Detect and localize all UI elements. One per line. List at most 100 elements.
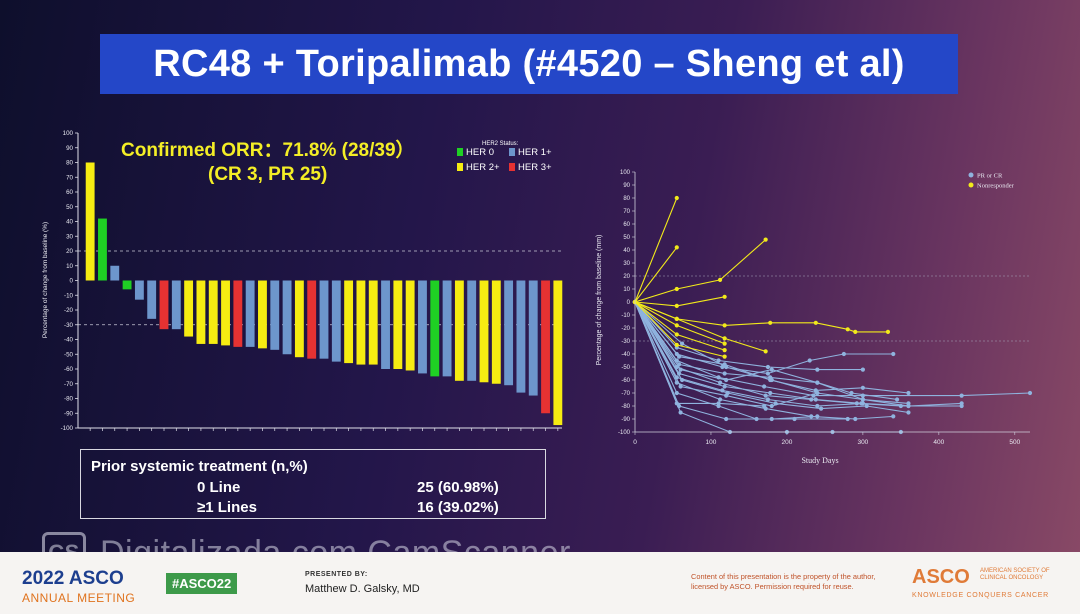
responder-data-point (894, 397, 900, 402)
waterfall-bar (442, 280, 452, 377)
spider-ytick-label: -40 (621, 352, 630, 358)
waterfall-bar (171, 280, 181, 330)
responder-patient-line (634, 301, 848, 420)
waterfall-ylabel: Percentage of change from baseline (%) (42, 222, 49, 338)
waterfall-ytick-label: -40 (64, 337, 74, 344)
her2-legend-title: HER2 Status: (482, 141, 519, 147)
responder-data-point (959, 393, 964, 398)
responder-data-point (765, 371, 771, 376)
slide-title: RC48 + Toripalimab (#4520 – Sheng et al) (100, 34, 958, 94)
responder-data-point (815, 380, 820, 385)
spider-ytick-label: -10 (621, 313, 630, 319)
waterfall-bar (331, 280, 341, 362)
waterfall-ytick-label: -60 (64, 366, 74, 373)
waterfall-ytick-label: 80 (66, 160, 73, 167)
spider-ytick-label: -70 (621, 391, 630, 397)
responder-data-point (906, 403, 911, 409)
table-row-value: 16 (39.02%) (417, 499, 499, 516)
responder-data-point (769, 367, 774, 372)
responder-data-point (678, 384, 683, 389)
spider-ytick-label: -100 (618, 430, 631, 436)
waterfall-bar (122, 280, 132, 290)
responder-patient-line (634, 301, 765, 407)
spider-ytick-label: -30 (621, 339, 630, 345)
nonresponder-patient-line (634, 197, 678, 303)
waterfall-ytick-label: -20 (64, 307, 74, 314)
table-row-label: 0 Line (197, 479, 241, 496)
spider-ytick-label: 50 (623, 235, 630, 241)
spider-ytick-label: 70 (623, 209, 630, 215)
legend-label-her-0: HER 0 (466, 147, 494, 158)
spider-xtick-label: 0 (633, 439, 637, 446)
legend-swatch-her-2 (457, 163, 463, 171)
waterfall-ytick-label: 20 (66, 248, 73, 255)
nonresponder-data-point (885, 329, 891, 334)
responder-data-point (722, 384, 727, 389)
responder-data-point (845, 416, 850, 422)
responder-data-point (769, 403, 774, 409)
responder-patient-line (634, 301, 962, 407)
spider-ytick-label: -80 (621, 404, 630, 410)
responder-data-point (849, 390, 854, 396)
waterfall-bar (98, 218, 107, 281)
responder-data-point (724, 416, 729, 422)
responder-data-point (807, 358, 812, 363)
waterfall-bar (454, 280, 464, 381)
spider-ylabel: Percentage of change from baseline (mm) (596, 235, 603, 366)
spider-ytick-label: 30 (623, 261, 630, 267)
waterfall-bar (294, 280, 304, 358)
her2-legend: HER2 Status: HER 0 HER 1+ HER 2+ HER 3+ (457, 141, 552, 173)
responder-data-point (717, 397, 723, 402)
spider-plot: Percentage of change from baseline (mm) … (596, 170, 1033, 465)
legend-swatch-her-0 (457, 148, 463, 156)
responder-data-point (722, 371, 727, 376)
waterfall-bar (208, 280, 218, 344)
spider-ytick-label: -90 (621, 417, 630, 423)
nonresponder-data-point (853, 329, 858, 334)
responder-data-point (765, 397, 771, 402)
footer-subtitle: ANNUAL MEETING (22, 591, 136, 605)
footer-brand: ASCO (68, 568, 124, 589)
waterfall-bar (110, 265, 120, 281)
table-row-value: 25 (60.98%) (417, 479, 499, 496)
waterfall-chart: Percentage of change from baseline (%) 1… (42, 130, 563, 432)
legend-label-her-2: HER 2+ (466, 162, 500, 173)
waterfall-bar (196, 280, 206, 344)
hashtag-badge: #ASCO22 (166, 573, 238, 594)
waterfall-bar (405, 280, 415, 371)
responder-data-point (864, 403, 869, 409)
waterfall-bar (270, 280, 280, 350)
table-row-label: ≥1 Lines (197, 499, 257, 516)
waterfall-ytick-label: 0 (70, 278, 74, 285)
waterfall-ytick-label: -30 (64, 322, 74, 329)
nonresponder-data-point (674, 286, 679, 292)
legend-marker-nonresponder (968, 182, 974, 188)
responder-data-point (762, 384, 767, 389)
waterfall-bar (344, 280, 354, 364)
spider-xtick-label: 400 (933, 439, 944, 446)
waterfall-bar (516, 280, 526, 393)
spider-xtick-label: 100 (706, 439, 717, 446)
nonresponder-data-point (722, 341, 727, 346)
responder-data-point (678, 367, 683, 372)
nonresponder-data-point (674, 332, 679, 337)
spider-ytick-label: 100 (620, 170, 631, 176)
waterfall-ytick-label: 50 (66, 204, 73, 211)
nonresponder-data-point (768, 320, 773, 325)
legend-label-her-3: HER 3+ (518, 162, 552, 173)
waterfall-bar (368, 280, 378, 365)
asco-tagline: KNOWLEDGE CONQUERS CANCER (912, 592, 1049, 599)
responder-data-point (674, 390, 679, 396)
waterfall-bar (245, 280, 255, 347)
responder-data-point (815, 367, 820, 372)
spider-legend: PR or CR Nonresponder (968, 172, 1015, 190)
responder-data-point (679, 341, 685, 346)
legend-marker-pr-cr (968, 172, 974, 178)
nonresponder-data-point (674, 323, 679, 328)
orr-breakdown: (CR 3, PR 25) (208, 164, 327, 185)
waterfall-bar (147, 280, 157, 319)
waterfall-ytick-label: -100 (61, 425, 74, 432)
waterfall-ytick-label: -80 (64, 396, 74, 403)
responder-data-point (1027, 390, 1033, 396)
